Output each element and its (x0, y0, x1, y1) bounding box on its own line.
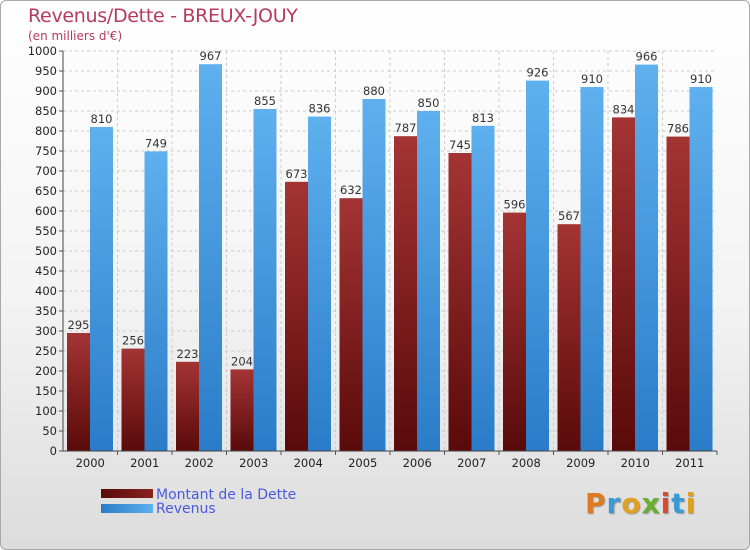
y-tick-label: 0 (50, 444, 57, 458)
bar-dette-2011 (666, 136, 690, 451)
legend-label-revenus: Revenus (156, 501, 216, 517)
bar-revenus-2008 (526, 80, 549, 451)
bar-revenus-2011 (689, 87, 713, 451)
data-label-revenus-2008: 926 (527, 66, 549, 80)
data-label-revenus-2001: 749 (145, 136, 167, 150)
x-tick-label: 2002 (185, 456, 214, 470)
data-label-revenus-2002: 967 (200, 49, 222, 63)
bar-revenus-2009 (580, 87, 604, 451)
y-axis-ticks: 0 50 100 150 200 250 300 350 400 450 500 550 600 650 7… (28, 44, 63, 458)
x-tick-label: 2003 (239, 456, 268, 470)
bar-dette-2002 (176, 361, 199, 451)
bar-dette-2009 (557, 224, 581, 451)
data-label-revenus-2003: 855 (254, 94, 276, 108)
data-label-revenus-2011: 910 (690, 72, 712, 86)
y-tick-label: 450 (35, 264, 57, 278)
data-label-revenus-2009: 910 (581, 72, 603, 86)
data-label-dette-2009: 567 (558, 209, 580, 223)
bars (67, 64, 713, 452)
bar-revenus-2006 (417, 111, 440, 451)
x-tick-label: 2000 (76, 456, 105, 470)
bar-dette-2004 (285, 181, 308, 452)
x-tick-label: 2006 (403, 456, 432, 470)
bar-revenus-2002 (199, 64, 222, 451)
data-label-dette-2000: 295 (68, 318, 90, 332)
data-label-dette-2004: 673 (286, 167, 308, 181)
data-label-dette-2003: 204 (231, 354, 253, 368)
data-label-revenus-2007: 813 (472, 111, 494, 125)
bar-dette-2010 (612, 117, 635, 452)
bar-revenus-2007 (471, 125, 495, 452)
x-tick-label: 2004 (294, 456, 323, 470)
data-label-dette-2007: 745 (449, 138, 471, 152)
y-tick-label: 950 (35, 64, 57, 78)
chart-subtitle: (en milliers d'€) (28, 29, 123, 43)
data-label-revenus-2005: 880 (363, 84, 385, 98)
y-tick-label: 900 (35, 84, 57, 98)
proxiti-logo: Proxiti (585, 487, 697, 520)
data-label-dette-2002: 223 (177, 347, 199, 361)
data-label-dette-2005: 632 (340, 183, 362, 197)
y-tick-label: 250 (35, 344, 57, 358)
bar-revenus-2001 (144, 151, 168, 451)
axes (62, 51, 717, 452)
bar-revenus-2000 (90, 127, 113, 451)
bar-dette-2001 (121, 348, 145, 451)
x-tick-label: 2005 (348, 456, 377, 470)
y-tick-label: 100 (35, 404, 57, 418)
bar-revenus-2010 (635, 64, 658, 451)
y-tick-label: 700 (35, 164, 57, 178)
y-tick-label: 350 (35, 304, 57, 318)
bar-dette-2000 (67, 333, 90, 451)
x-tick-label: 2010 (621, 456, 650, 470)
bar-revenus-2005 (362, 99, 386, 451)
y-tick-label: 1000 (28, 44, 57, 58)
data-labels: 2958102567492239672048556738366328807878… (68, 49, 712, 368)
data-label-dette-2001: 256 (122, 334, 144, 348)
y-tick-label: 200 (35, 364, 57, 378)
data-label-dette-2008: 596 (504, 198, 526, 212)
bar-dette-2005 (339, 198, 363, 451)
x-axis-ticks: 2000 2001 2002 2003 2004 2005 2006 2007 2008 2009… (76, 451, 718, 470)
y-tick-label: 850 (35, 104, 57, 118)
x-tick-label: 2007 (457, 456, 486, 470)
y-tick-label: 500 (35, 244, 57, 258)
x-tick-label: 2001 (130, 456, 159, 470)
bar-revenus-2003 (253, 109, 277, 451)
x-tick-label: 2008 (512, 456, 541, 470)
y-tick-label: 400 (35, 284, 57, 298)
y-tick-label: 600 (35, 204, 57, 218)
y-tick-label: 550 (35, 224, 57, 238)
y-tick-label: 750 (35, 144, 57, 158)
y-tick-label: 650 (35, 184, 57, 198)
data-label-revenus-2004: 836 (309, 102, 331, 116)
y-tick-label: 300 (35, 324, 57, 338)
data-label-revenus-2010: 966 (636, 50, 658, 64)
legend-label-dette: Montant de la Dette (156, 487, 297, 503)
bar-dette-2007 (448, 153, 472, 451)
data-label-dette-2006: 787 (395, 121, 417, 135)
y-tick-label: 150 (35, 384, 57, 398)
x-tick-label: 2009 (566, 456, 595, 470)
data-label-dette-2011: 786 (667, 122, 689, 136)
data-label-dette-2010: 834 (613, 102, 635, 116)
legend-swatch-dette (101, 489, 153, 498)
grid-lines (63, 50, 717, 452)
bar-dette-2006 (394, 136, 417, 451)
y-tick-label: 800 (35, 124, 57, 138)
bar-dette-2008 (503, 212, 526, 451)
bar-dette-2003 (230, 369, 254, 451)
legend-swatch-revenus (101, 504, 153, 513)
bar-revenus-2004 (308, 116, 331, 451)
data-label-revenus-2000: 810 (91, 112, 113, 126)
y-tick-label: 50 (42, 424, 57, 438)
chart-title: Revenus/Dette - BREUX-JOUY (28, 5, 298, 27)
data-label-revenus-2006: 850 (418, 96, 440, 110)
x-tick-label: 2011 (675, 456, 704, 470)
